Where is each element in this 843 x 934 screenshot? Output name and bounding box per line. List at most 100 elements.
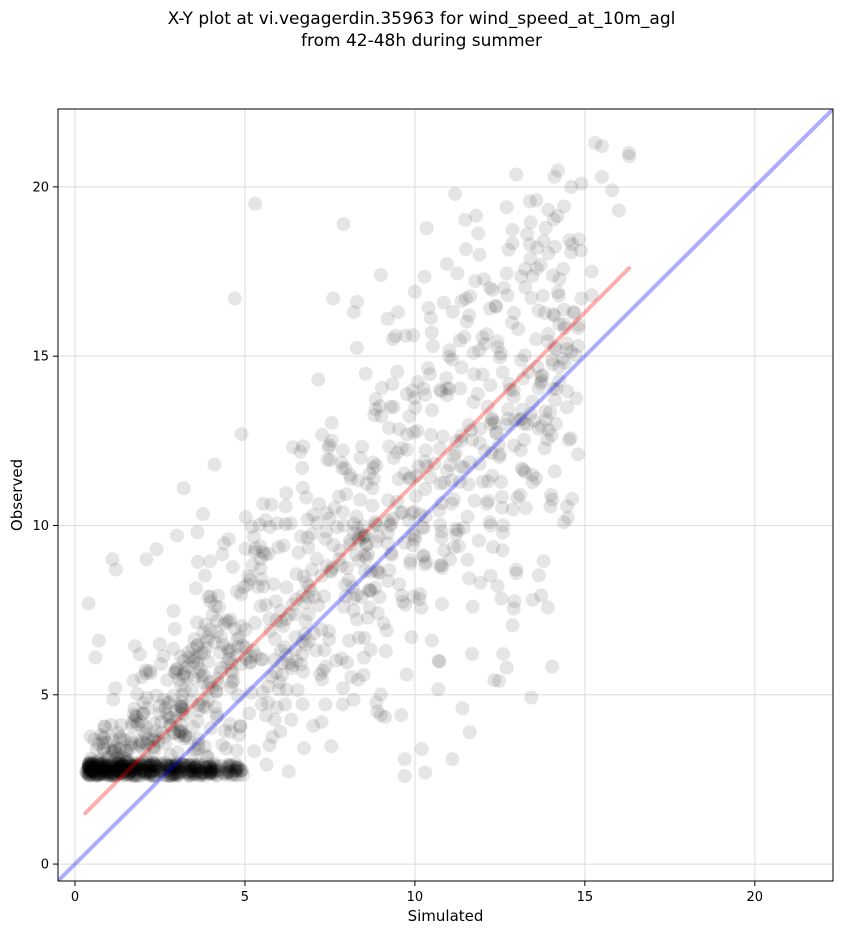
scatter-point bbox=[296, 439, 311, 454]
scatter-point bbox=[295, 480, 310, 495]
scatter-point bbox=[107, 768, 122, 783]
scatter-point bbox=[419, 459, 434, 474]
scatter-point bbox=[405, 383, 420, 398]
scatter-point bbox=[284, 661, 299, 676]
scatter-point bbox=[145, 732, 160, 747]
scatter-point bbox=[130, 687, 145, 701]
scatter-point bbox=[83, 767, 98, 782]
scatter-point bbox=[113, 766, 128, 781]
scatter-point bbox=[162, 759, 177, 774]
scatter-point bbox=[242, 706, 257, 721]
scatter-point bbox=[186, 671, 201, 686]
scatter-point bbox=[100, 751, 115, 766]
scatter-point bbox=[167, 767, 182, 782]
scatter-point bbox=[177, 757, 192, 772]
scatter-point bbox=[156, 761, 171, 776]
scatter-point bbox=[83, 763, 98, 778]
scatter-point bbox=[560, 342, 574, 357]
scatter-point bbox=[218, 766, 233, 781]
scatter-point bbox=[263, 623, 278, 638]
scatter-point bbox=[545, 659, 560, 674]
scatter-point bbox=[122, 762, 137, 777]
scatter-point bbox=[374, 381, 389, 395]
scatter-point bbox=[127, 701, 142, 716]
scatter-point bbox=[535, 368, 550, 383]
scatter-point bbox=[167, 759, 182, 774]
scatter-point bbox=[120, 767, 135, 782]
scatter-point bbox=[456, 520, 471, 535]
scatter-point bbox=[452, 333, 467, 348]
scatter-point bbox=[514, 461, 529, 476]
scatter-point bbox=[120, 755, 135, 770]
scatter-point bbox=[343, 537, 358, 552]
scatter-point bbox=[204, 763, 219, 778]
scatter-point bbox=[152, 761, 167, 776]
scatter-point bbox=[255, 685, 270, 700]
scatter-point bbox=[297, 741, 311, 756]
scatter-point bbox=[87, 761, 102, 776]
scatter-point bbox=[563, 431, 578, 446]
scatter-point bbox=[225, 666, 240, 681]
scatter-point bbox=[535, 288, 550, 303]
scatter-point bbox=[406, 425, 421, 440]
scatter-point bbox=[126, 758, 141, 773]
scatter-point bbox=[107, 767, 122, 782]
scatter-point bbox=[105, 767, 119, 782]
scatter-point bbox=[336, 681, 351, 695]
scatter-point bbox=[325, 560, 340, 575]
scatter-point bbox=[463, 289, 478, 304]
scatter-point bbox=[495, 518, 510, 533]
scatter-point bbox=[279, 612, 294, 626]
scatter-point bbox=[322, 632, 336, 647]
scatter-point bbox=[269, 613, 284, 628]
scatter-point bbox=[315, 663, 330, 678]
scatter-point bbox=[381, 421, 396, 436]
scatter-point bbox=[440, 464, 455, 478]
scatter-point bbox=[92, 762, 107, 777]
scatter-point bbox=[524, 690, 539, 705]
scatter-point bbox=[448, 521, 463, 536]
scatter-point bbox=[140, 701, 155, 716]
scatter-point bbox=[279, 580, 294, 595]
scatter-point bbox=[434, 384, 449, 399]
scatter-point bbox=[139, 690, 154, 705]
scatter-point bbox=[117, 751, 132, 766]
scatter-point bbox=[216, 637, 231, 652]
scatter-point bbox=[115, 757, 130, 772]
scatter-point bbox=[362, 466, 377, 481]
scatter-point bbox=[485, 468, 500, 483]
scatter-point bbox=[495, 525, 510, 540]
scatter-point bbox=[278, 517, 293, 532]
scatter-point bbox=[275, 656, 290, 671]
scatter-point bbox=[305, 526, 320, 541]
scatter-point bbox=[175, 688, 190, 702]
scatter-point bbox=[97, 767, 112, 782]
y-tick-label: 0 bbox=[41, 858, 49, 873]
scatter-point bbox=[126, 759, 141, 774]
scatter-point bbox=[254, 697, 269, 712]
scatter-point bbox=[93, 766, 108, 781]
scatter-point bbox=[432, 441, 447, 456]
scatter-point bbox=[410, 424, 425, 439]
scatter-point bbox=[112, 763, 127, 778]
scatter-point bbox=[434, 530, 449, 545]
scatter-point bbox=[276, 619, 291, 633]
scatter-point bbox=[541, 202, 556, 217]
scatter-point bbox=[136, 735, 151, 750]
scatter-point bbox=[344, 670, 359, 684]
scatter-point bbox=[112, 742, 127, 757]
scatter-point bbox=[278, 697, 293, 712]
scatter-point bbox=[142, 768, 157, 783]
scatter-point bbox=[105, 761, 120, 776]
scatter-point bbox=[148, 724, 163, 739]
scatter-point bbox=[548, 393, 562, 408]
scatter-point bbox=[105, 758, 119, 773]
scatter-point bbox=[380, 311, 395, 326]
scatter-point bbox=[130, 762, 145, 777]
scatter-point bbox=[137, 757, 152, 772]
scatter-point bbox=[168, 665, 183, 680]
scatter-point bbox=[210, 707, 224, 722]
scatter-point bbox=[247, 545, 262, 559]
scatter-point bbox=[152, 760, 167, 775]
scatter-point bbox=[450, 266, 465, 281]
